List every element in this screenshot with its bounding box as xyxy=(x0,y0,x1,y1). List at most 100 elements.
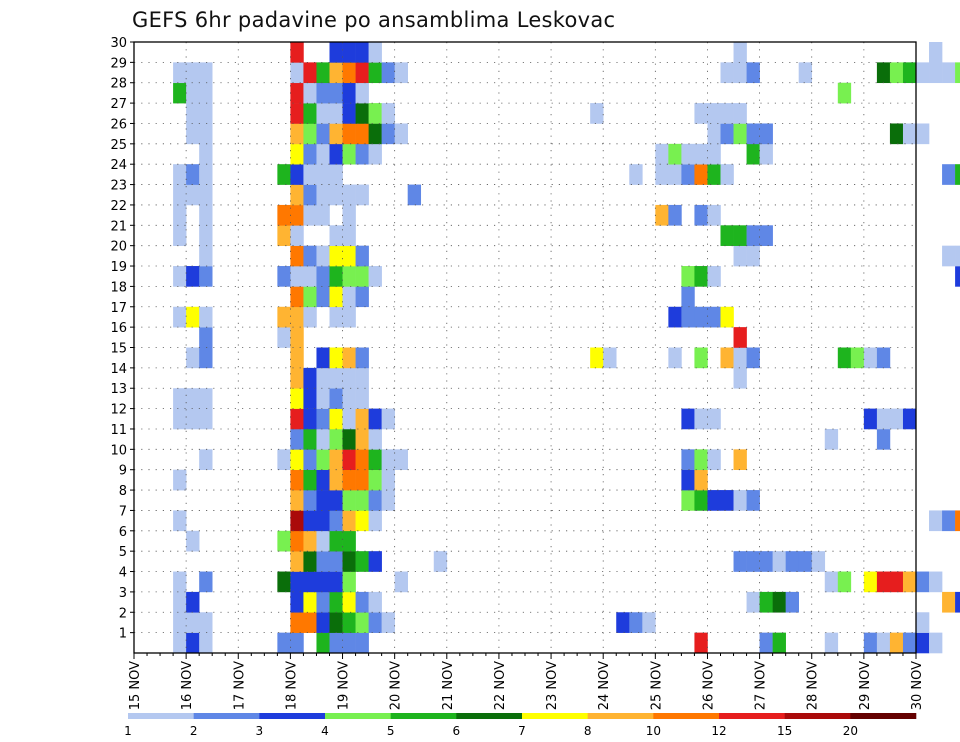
precip-cell xyxy=(785,591,799,613)
precip-cell xyxy=(681,266,695,287)
y-tick-label: 25 xyxy=(110,138,127,153)
precip-cell xyxy=(199,408,213,430)
precip-cell xyxy=(303,388,317,409)
precip-cell xyxy=(342,490,356,511)
precip-cell xyxy=(355,62,369,84)
precip-cell xyxy=(329,449,343,470)
precip-cell xyxy=(277,449,291,470)
precip-cell xyxy=(407,184,422,206)
precip-cell xyxy=(681,449,695,470)
precip-cell xyxy=(707,408,721,430)
precip-cell xyxy=(329,103,343,124)
y-tick-label: 3 xyxy=(119,586,127,601)
precip-cell xyxy=(955,62,960,84)
precip-cell xyxy=(290,490,304,511)
precip-cell xyxy=(942,164,956,185)
x-tick-label: 16 NOV xyxy=(180,661,195,710)
precip-cell xyxy=(759,123,773,145)
precip-cell xyxy=(290,327,304,348)
precip-cell xyxy=(733,551,747,572)
precip-cell xyxy=(368,143,382,165)
precip-cell xyxy=(707,103,721,124)
precip-cell xyxy=(355,266,369,287)
precip-cell xyxy=(694,449,708,470)
precip-cell xyxy=(876,347,891,369)
colorbar-swatch xyxy=(456,713,523,719)
colorbar-swatch xyxy=(719,713,785,719)
precip-cell xyxy=(316,510,330,532)
precip-cell xyxy=(381,449,395,470)
precip-cell xyxy=(290,164,304,185)
precip-cell xyxy=(342,408,356,430)
precip-cell xyxy=(759,143,773,165)
precip-cell xyxy=(929,571,943,593)
precip-cell xyxy=(199,225,213,246)
x-tick-label: 29 NOV xyxy=(858,661,873,710)
precip-cell xyxy=(720,123,734,145)
precip-cell xyxy=(186,347,200,369)
precip-cell xyxy=(929,510,943,532)
precip-cell xyxy=(277,632,291,654)
precip-cell xyxy=(733,42,747,63)
colorbar-swatch xyxy=(587,713,654,719)
precip-cell xyxy=(342,449,356,470)
precip-cell xyxy=(707,123,721,145)
y-tick-label: 13 xyxy=(110,382,127,397)
colorbar-label: 8 xyxy=(584,724,592,738)
precip-cell xyxy=(316,632,330,654)
precip-cell xyxy=(303,571,317,593)
precip-cell xyxy=(368,449,382,470)
precip-cell xyxy=(173,408,187,430)
precip-cell xyxy=(329,510,343,532)
precip-cell xyxy=(655,204,669,226)
precip-cell xyxy=(316,408,330,430)
colorbar-label: 20 xyxy=(843,724,858,738)
precip-cell xyxy=(329,347,343,369)
precip-cell xyxy=(668,204,682,226)
precip-cell xyxy=(889,123,904,145)
precip-cell xyxy=(746,347,760,369)
precip-cell xyxy=(368,591,382,613)
precip-cell xyxy=(199,164,213,185)
precip-cell xyxy=(277,164,291,185)
precip-cell xyxy=(863,408,878,430)
precip-cell xyxy=(342,388,356,409)
precip-cell xyxy=(942,245,956,267)
y-tick-label: 7 xyxy=(119,504,127,519)
precip-cell xyxy=(368,551,382,572)
precip-cell xyxy=(772,591,786,613)
precip-cell xyxy=(863,571,878,593)
precip-cell xyxy=(342,123,356,145)
precip-cell xyxy=(173,225,187,246)
y-tick-label: 1 xyxy=(119,627,127,642)
precip-cell xyxy=(707,449,721,470)
precip-cell xyxy=(355,123,369,145)
precip-cell xyxy=(342,286,356,308)
precip-cell xyxy=(355,143,369,165)
precip-cell xyxy=(186,103,200,124)
precip-cell xyxy=(837,82,852,104)
precip-cell xyxy=(837,347,852,369)
precip-cell xyxy=(942,510,956,532)
precip-cell xyxy=(277,204,291,226)
precip-cell xyxy=(342,510,356,532)
colorbar-label: 5 xyxy=(387,724,395,738)
precip-cell xyxy=(290,103,304,124)
colorbar-swatch xyxy=(784,713,851,719)
precip-cell xyxy=(277,266,291,287)
precip-cell xyxy=(942,62,956,84)
precip-cell xyxy=(798,551,813,572)
precip-cell xyxy=(316,184,330,206)
precip-cell xyxy=(916,612,930,633)
precip-cell xyxy=(329,490,343,511)
precip-cell xyxy=(342,571,356,593)
precip-cell xyxy=(733,347,747,369)
precip-cell xyxy=(772,551,786,572)
precip-cell xyxy=(733,367,747,389)
precip-cell xyxy=(707,306,721,328)
precip-cell xyxy=(199,612,213,633)
precip-cell xyxy=(303,612,317,633)
precip-cell xyxy=(290,306,304,328)
precip-cell xyxy=(290,204,304,226)
precip-cell xyxy=(199,632,213,654)
